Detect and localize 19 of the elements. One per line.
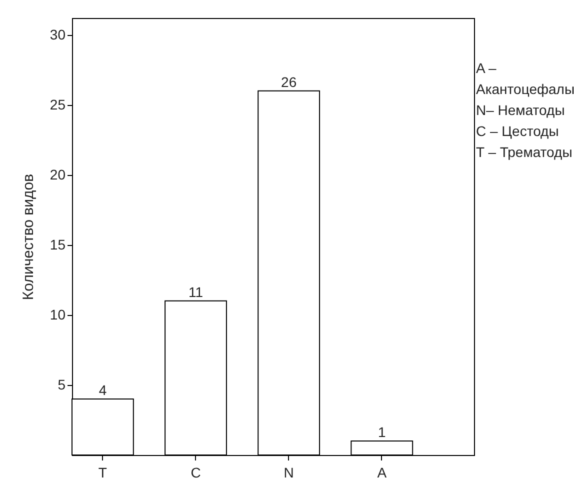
x-tick-label: N xyxy=(284,464,294,480)
x-tick-label: C xyxy=(190,464,201,480)
x-tick-label: T xyxy=(98,464,108,480)
data-label: 26 xyxy=(281,74,297,90)
y-tick-label: 10 xyxy=(50,306,66,322)
y-tick-label: 25 xyxy=(50,96,66,112)
y-tick-label: 15 xyxy=(50,236,66,252)
y-tick-label: 30 xyxy=(50,26,66,42)
text: A – Акантоцефалы xyxy=(476,59,574,99)
data-label: 11 xyxy=(188,284,204,300)
y-axis-title: Количество видов xyxy=(20,174,37,300)
text: C – Цестоды xyxy=(476,122,560,141)
data-label: 1 xyxy=(378,424,386,440)
x-tick-label: A xyxy=(377,464,388,480)
data-label: 4 xyxy=(98,382,107,398)
text: N– Нематоды xyxy=(476,101,566,120)
y-tick-label: 20 xyxy=(50,166,66,182)
text: T – Трематоды xyxy=(476,143,574,162)
y-tick-label: 5 xyxy=(58,376,66,392)
